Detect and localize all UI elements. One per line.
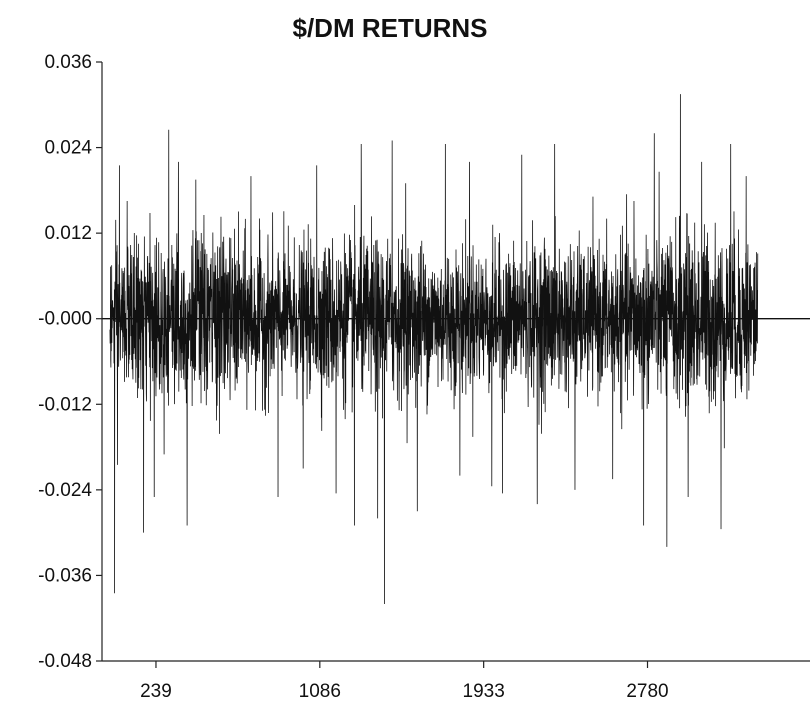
x-axis-ticks: 239 1086 1933 2780 — [140, 661, 669, 702]
y-tick-label: 0.036 — [44, 52, 92, 73]
x-tick-label: 2780 — [626, 681, 668, 702]
y-tick-label: 0.012 — [44, 223, 92, 244]
y-axis-ticks: 0.036 0.024 0.012 -0.000 -0.012 -0.024 -0.036 -… — [38, 52, 102, 672]
returns-series-line — [109, 94, 759, 604]
y-tick-label: -0.000 — [38, 309, 92, 330]
plot-area — [102, 94, 810, 604]
y-tick-label: -0.012 — [38, 394, 92, 415]
y-tick-label: -0.036 — [38, 565, 92, 586]
chart-title: $/DM RETURNS — [292, 13, 487, 43]
y-tick-label: -0.024 — [38, 480, 92, 501]
x-tick-label: 1086 — [299, 681, 341, 702]
x-tick-label: 1933 — [463, 681, 505, 702]
y-tick-label: 0.024 — [44, 138, 92, 159]
x-tick-label: 239 — [140, 681, 172, 702]
y-tick-label: -0.048 — [38, 651, 92, 672]
